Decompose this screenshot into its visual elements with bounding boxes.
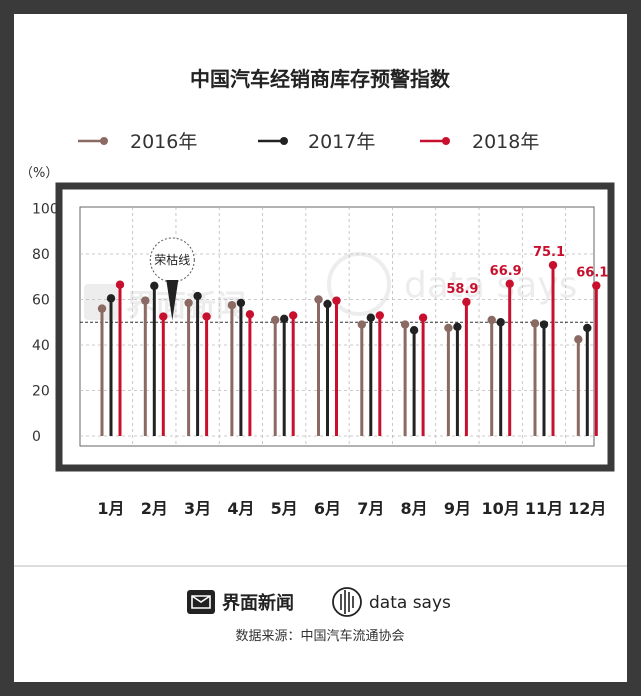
data-label: 58.9 [446, 282, 478, 297]
jiemian-logo-fold [191, 595, 211, 603]
lollipop-point [289, 311, 298, 320]
lollipop-point [453, 322, 462, 331]
x-tick-label: 5月 [271, 499, 298, 518]
lollipop-point [97, 304, 107, 313]
lollipop-point [323, 299, 332, 309]
lollipop-point [583, 323, 592, 333]
annotation-bubble [149, 237, 195, 283]
jiemian-logo-mark [191, 595, 211, 609]
annotation-pointer [166, 280, 179, 321]
plot-area [79, 206, 595, 447]
x-tick-label: 11月 [525, 499, 563, 518]
lollipop-point [184, 298, 193, 308]
legend-label-2016: 2016年 [130, 131, 197, 153]
lollipop-point [418, 313, 428, 322]
lollipop-point [280, 314, 289, 324]
brand-datasays-logo: data says [332, 587, 451, 617]
x-tick-label: 12月 [568, 499, 606, 518]
lollipop-point [115, 280, 125, 289]
lollipop-point [496, 318, 505, 327]
lollipop-point [159, 312, 168, 321]
lollipop-point [574, 335, 583, 344]
legend-label-2017: 2017年 [308, 131, 375, 153]
chart-card: 中国汽车经销商库存预警指数 2016年 2017年 2018年 （%） 界面新闻… [14, 14, 627, 682]
datasays-logo-icon [332, 587, 362, 617]
chart-marks [97, 260, 601, 436]
y-tick-label: 100 [32, 202, 59, 218]
chart-svg: 中国汽车经销商库存预警指数 2016年 2017年 2018年 （%） 界面新闻… [14, 67, 627, 644]
x-axis-labels: 1月 2月 3月 4月 5月 6月 7月 8月 9月 10月 11月 12月 [97, 499, 606, 518]
y-tick-label: 0 [32, 429, 41, 445]
brand-jiemian-text: 界面新闻 [222, 592, 294, 614]
lollipop-point [462, 297, 471, 307]
lollipop-point [202, 312, 211, 321]
annotation-callout: 荣枯线 [149, 237, 195, 321]
legend: 2016年 2017年 2018年 [78, 131, 539, 153]
legend-dot-2018 [442, 137, 450, 145]
lollipop-point [357, 320, 366, 329]
x-tick-label: 7月 [357, 499, 384, 518]
data-labels: 58.9 66.9 75.1 66.1 [446, 245, 608, 297]
legend-item-2017: 2017年 [258, 131, 375, 153]
y-tick-label: 40 [32, 338, 50, 354]
lollipop-point [227, 300, 237, 310]
legend-item-2016: 2016年 [78, 131, 197, 153]
datasays-logo-bars [340, 590, 354, 614]
chart-frame [55, 182, 615, 472]
y-axis-unit: （%） [20, 166, 58, 181]
data-label: 75.1 [533, 245, 565, 260]
lollipop-point [400, 320, 410, 329]
data-label: 66.9 [490, 264, 522, 279]
lollipop-point [141, 296, 150, 305]
lollipop-point [193, 291, 202, 301]
y-ticks: 0 20 40 60 80 100 [32, 202, 59, 446]
y-tick-label: 20 [32, 384, 50, 400]
brand-jiemian-logo: 界面新闻 [187, 590, 294, 614]
lollipop-point [375, 311, 384, 320]
data-source: 数据来源：中国汽车流通协会 [235, 628, 404, 644]
x-tick-label: 3月 [184, 499, 211, 518]
legend-dot-2016 [100, 137, 108, 145]
lollipop-point [592, 281, 601, 290]
lollipop-point [271, 315, 280, 325]
lollipop-point [106, 294, 116, 303]
lollipop-point [505, 279, 514, 289]
lollipop-point [150, 281, 159, 291]
annotation-label: 荣枯线 [154, 252, 190, 267]
lollipop-point [539, 320, 549, 329]
chart-title: 中国汽车经销商库存预警指数 [190, 67, 451, 91]
lollipop-point [548, 260, 558, 270]
x-tick-label: 6月 [314, 499, 341, 518]
lollipop-point [444, 323, 453, 333]
x-tick-label: 8月 [401, 499, 428, 518]
lollipop-point [245, 310, 255, 319]
lollipop-point [366, 313, 375, 322]
lollipop-point [314, 295, 323, 304]
lollipop-point [236, 298, 246, 308]
x-tick-label: 1月 [97, 499, 124, 518]
lollipop-point [530, 319, 540, 328]
x-tick-label: 2月 [141, 499, 168, 518]
lollipop-point [409, 326, 419, 335]
y-tick-label: 60 [32, 293, 50, 309]
legend-item-2018: 2018年 [420, 131, 539, 153]
lollipop-point [332, 296, 341, 305]
lollipop-point [487, 315, 496, 325]
x-tick-label: 4月 [227, 499, 254, 518]
x-tick-label: 10月 [482, 499, 520, 518]
legend-dot-2017 [280, 137, 288, 145]
x-tick-label: 9月 [444, 499, 471, 518]
y-tick-label: 80 [32, 247, 50, 263]
data-label: 66.1 [576, 266, 608, 281]
legend-label-2018: 2018年 [472, 131, 539, 153]
brand-datasays-text: data says [369, 593, 451, 613]
